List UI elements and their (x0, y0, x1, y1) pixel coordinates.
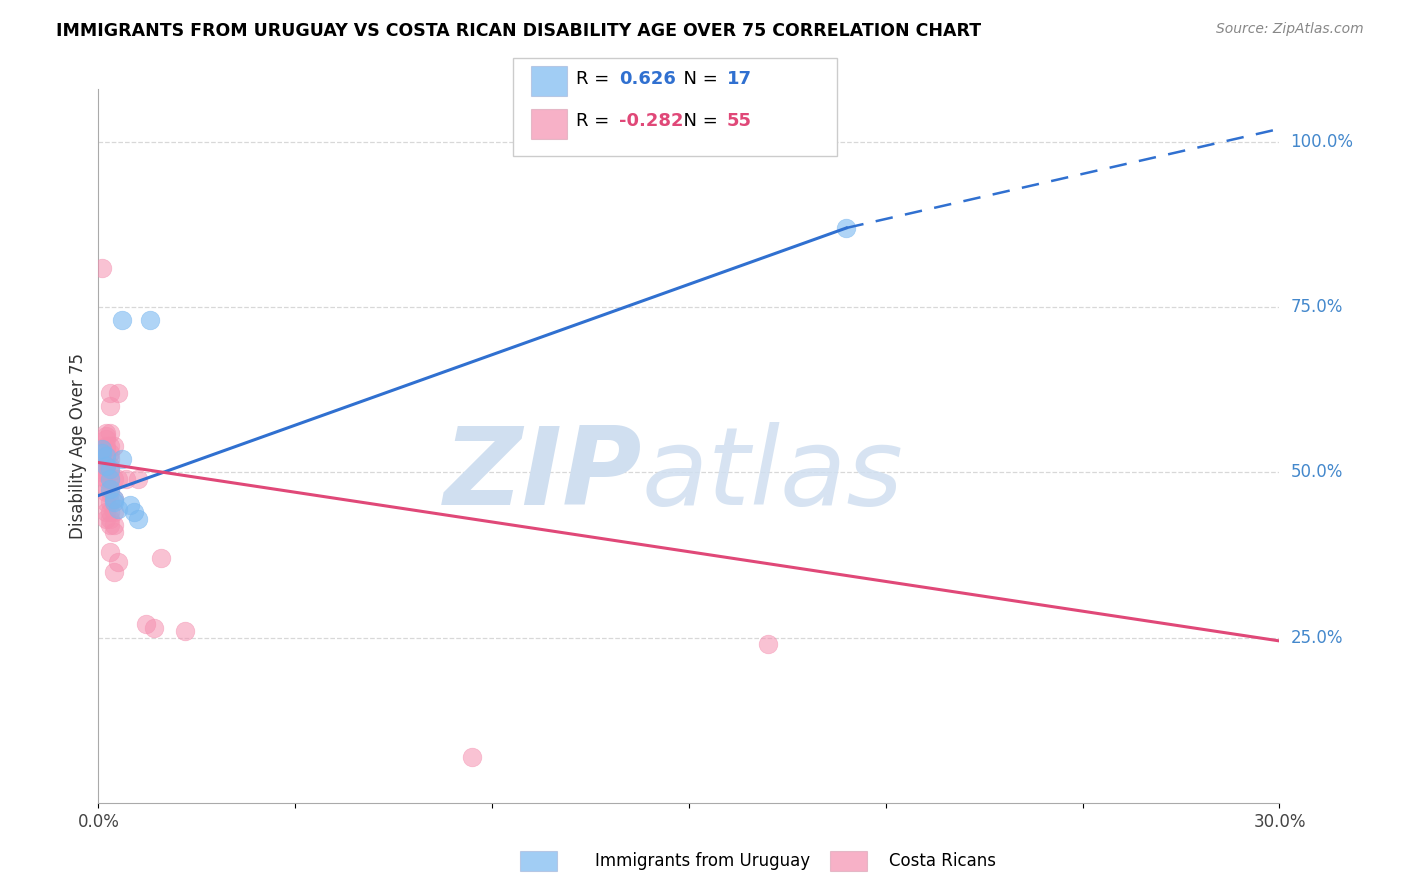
Point (98, 386, 121, 401)
Point (107, 472, 129, 486)
Point (103, 439, 125, 453)
Point (96, 466, 118, 480)
Point (96, 439, 118, 453)
Y-axis label: Disability Age Over 75: Disability Age Over 75 (69, 353, 87, 539)
Point (756, 637, 779, 651)
Text: R =: R = (576, 112, 616, 130)
Point (98, 482, 121, 496)
Point (103, 524, 125, 539)
Text: N =: N = (672, 70, 724, 87)
Point (98, 445, 121, 459)
Point (91, 445, 114, 459)
Point (91, 462, 114, 476)
Point (118, 499, 141, 513)
Text: R =: R = (576, 70, 616, 87)
Point (107, 555, 129, 569)
Text: IMMIGRANTS FROM URUGUAY VS COSTA RICAN DISABILITY AGE OVER 75 CORRELATION CHART: IMMIGRANTS FROM URUGUAY VS COSTA RICAN D… (56, 22, 981, 40)
Point (96, 458, 118, 473)
Point (98, 425, 121, 440)
Point (835, 221, 858, 235)
Text: 100.0%: 100.0% (1291, 133, 1354, 151)
Point (96, 442, 118, 457)
Point (98, 472, 121, 486)
Point (98, 505, 121, 519)
Point (91, 466, 114, 480)
Point (127, 472, 149, 486)
Text: Immigrants from Uruguay: Immigrants from Uruguay (595, 852, 811, 870)
Point (98, 511, 121, 525)
Point (98, 545, 121, 559)
Point (461, 749, 484, 764)
Point (91, 260, 114, 275)
Point (103, 495, 125, 509)
Point (96, 485, 118, 500)
Point (111, 452, 134, 467)
Text: 50.0%: 50.0% (1291, 464, 1343, 482)
Point (103, 518, 125, 533)
Point (96, 478, 118, 492)
Point (98, 439, 121, 453)
Text: -0.282: -0.282 (619, 112, 683, 130)
Text: ZIP: ZIP (443, 422, 641, 527)
Point (103, 472, 125, 486)
Point (96, 472, 118, 486)
Point (98, 495, 121, 509)
Point (115, 472, 138, 486)
Point (127, 511, 149, 525)
Text: 17: 17 (727, 70, 752, 87)
Point (96, 429, 118, 443)
Point (98, 452, 121, 467)
Point (107, 501, 129, 516)
Text: 25.0%: 25.0% (1291, 629, 1343, 647)
Point (98, 466, 121, 480)
Point (138, 313, 160, 327)
Point (98, 485, 121, 500)
Point (91, 442, 114, 457)
Point (96, 511, 118, 525)
Point (98, 458, 121, 473)
Point (103, 565, 125, 579)
Text: 55: 55 (727, 112, 752, 130)
Point (91, 452, 114, 467)
Point (103, 505, 125, 519)
Text: N =: N = (672, 112, 724, 130)
Point (91, 456, 114, 470)
Point (91, 458, 114, 473)
Point (103, 491, 125, 506)
Point (98, 518, 121, 533)
Point (96, 449, 118, 463)
Text: 0.626: 0.626 (619, 70, 675, 87)
Point (96, 425, 118, 440)
Point (142, 621, 165, 635)
Point (96, 458, 118, 473)
Point (91, 468, 114, 483)
Text: 75.0%: 75.0% (1291, 298, 1343, 317)
Point (122, 505, 145, 519)
Point (96, 505, 118, 519)
Point (98, 472, 121, 486)
Point (96, 433, 118, 447)
Point (96, 495, 118, 509)
Point (98, 462, 121, 476)
Point (91, 442, 114, 457)
Point (135, 617, 157, 632)
Point (103, 491, 125, 506)
Point (96, 452, 118, 467)
Point (174, 624, 197, 638)
Text: Source: ZipAtlas.com: Source: ZipAtlas.com (1216, 22, 1364, 37)
Text: atlas: atlas (641, 422, 904, 527)
Point (111, 313, 134, 327)
Point (98, 400, 121, 414)
Point (150, 551, 173, 566)
Text: Costa Ricans: Costa Ricans (889, 852, 995, 870)
Point (107, 386, 129, 401)
